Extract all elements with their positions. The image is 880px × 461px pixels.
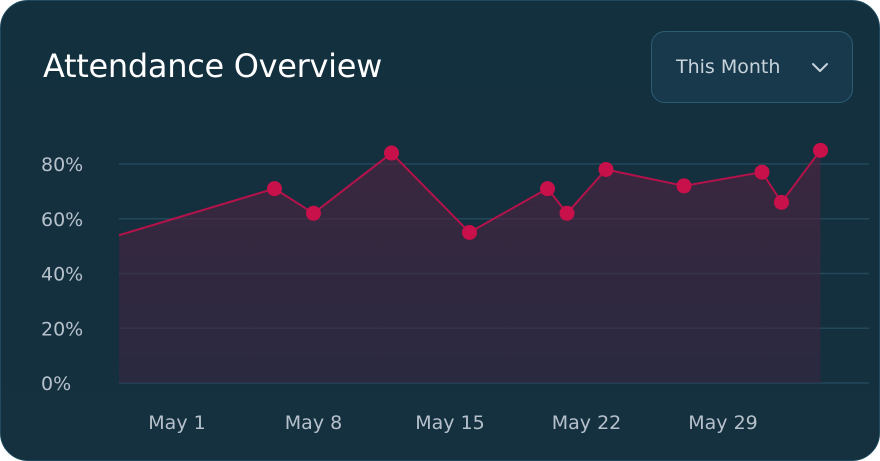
data-point <box>598 161 614 177</box>
y-tick-label: 80% <box>41 154 83 176</box>
data-point <box>384 145 399 161</box>
y-tick-label: 60% <box>41 209 83 231</box>
data-point <box>774 194 789 210</box>
x-axis-ticks: May 1 May 8 May 15 May 22 May 29 <box>148 412 757 434</box>
time-range-label: This Month <box>676 56 781 78</box>
data-point <box>267 181 282 197</box>
y-tick-label: 40% <box>41 264 83 286</box>
data-point <box>306 205 321 221</box>
y-tick-label: 20% <box>41 318 83 340</box>
data-point <box>559 205 575 221</box>
data-point <box>462 224 477 240</box>
data-point <box>540 181 555 197</box>
series-area <box>119 150 821 383</box>
x-tick-label: May 22 <box>552 412 622 434</box>
x-tick-label: May 8 <box>285 412 342 434</box>
chevron-down-icon <box>812 63 828 72</box>
data-point <box>676 178 692 194</box>
chart-title: Attendance Overview <box>43 47 383 85</box>
x-tick-label: May 29 <box>688 412 758 434</box>
data-point <box>754 164 770 180</box>
x-tick-label: May 15 <box>415 412 485 434</box>
x-tick-label: May 1 <box>148 412 205 434</box>
y-tick-label: 0% <box>41 373 71 395</box>
data-point <box>813 142 828 158</box>
time-range-dropdown[interactable]: This Month <box>651 31 853 103</box>
y-axis-ticks: 0% 20% 40% 60% 80% <box>41 154 83 395</box>
data-points <box>267 142 828 240</box>
